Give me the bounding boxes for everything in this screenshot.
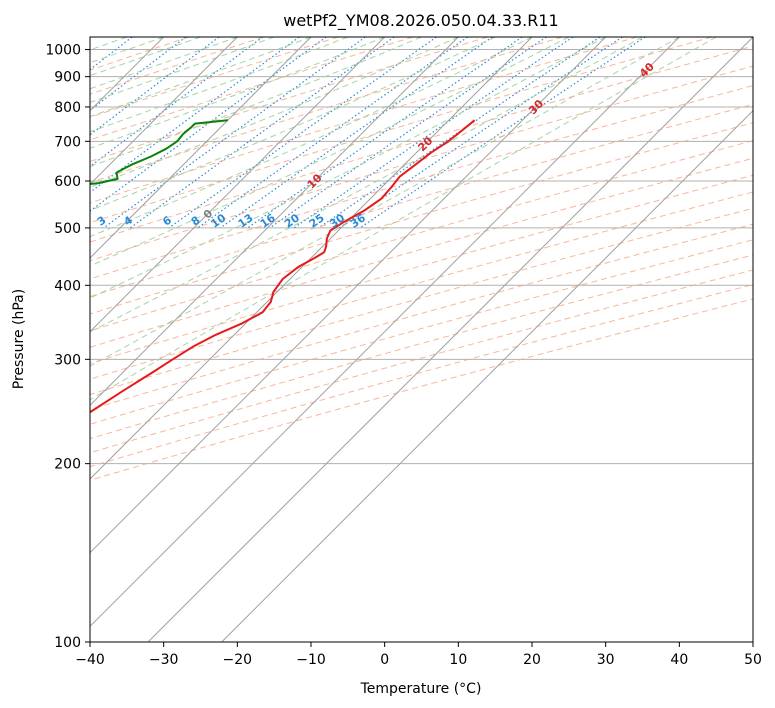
y-tick-label: 100 (54, 635, 81, 651)
x-axis: −40 −30 −20 −10 0 10 20 30 40 50 (75, 642, 762, 668)
y-tick-label: 600 (54, 174, 81, 190)
dry-adiabat (90, 65, 753, 262)
y-axis-title: Pressure (hPa) (11, 289, 27, 389)
isotherm-line (90, 37, 386, 333)
mixing-ratio-line (90, 37, 220, 136)
dry-adiabat (90, 140, 753, 332)
x-tick-label: 0 (380, 652, 389, 668)
isotherms (90, 37, 753, 642)
dry-adiabat (90, 84, 753, 280)
x-tick-label: 10 (449, 652, 467, 668)
isotherm-line (147, 37, 753, 642)
dry-adiabat (90, 37, 488, 163)
isotherm-line (90, 37, 459, 407)
dry-adiabat (90, 269, 753, 454)
isotherm-line (90, 37, 533, 480)
mixing-ratio-line (247, 37, 523, 229)
x-axis-title: Temperature (°C) (360, 681, 482, 697)
y-tick-label: 300 (54, 352, 81, 368)
dry-adiabat (90, 239, 753, 425)
y-tick-label: 1000 (45, 43, 81, 59)
y-tick-label: 800 (54, 100, 81, 116)
isotherm-line (90, 37, 680, 628)
x-tick-label: −30 (149, 652, 179, 668)
pressure-gridlines (90, 49, 753, 642)
dry-adiabat (90, 103, 753, 298)
moist-adiabat (90, 37, 422, 168)
temperature-trace (90, 119, 476, 414)
mixing-ratio-line (269, 37, 547, 229)
isotherm-line (90, 37, 238, 186)
y-tick-label: 400 (54, 278, 81, 294)
dry-adiabat (90, 37, 264, 95)
x-tick-label: 30 (597, 652, 615, 668)
x-tick-label: −20 (223, 652, 253, 668)
moist-adiabat (90, 37, 643, 333)
isotherm-line (221, 109, 753, 642)
plot-area: -100-90-80-70-60-50-40-30-20-10010203040… (90, 37, 753, 642)
x-tick-label: 20 (523, 652, 541, 668)
plot-frame (89, 36, 754, 643)
moist-adiabat (90, 37, 717, 401)
moist-adiabat (90, 37, 459, 188)
x-tick-label: −10 (296, 652, 326, 668)
dry-adiabat (90, 223, 753, 411)
isotherm-line (90, 37, 607, 554)
moist-adiabat (90, 37, 606, 299)
mixing-ratio-line (103, 37, 366, 229)
moist-adiabat (90, 37, 496, 211)
x-tick-label: −40 (75, 652, 105, 668)
x-tick-label: 40 (670, 652, 688, 668)
y-tick-label: 900 (54, 70, 81, 86)
y-axis: 100 200 300 400 500 600 700 800 900 1000 (45, 43, 90, 651)
mixing-ratio-line (168, 37, 437, 229)
x-tick-label: 50 (744, 652, 762, 668)
mixing-ratio-line (90, 37, 327, 212)
moist-adiabat (90, 37, 275, 103)
y-tick-label: 200 (54, 457, 81, 473)
mixing-ratio-line (338, 37, 623, 229)
isotherm-line (90, 37, 312, 259)
dry-adiabat (90, 122, 753, 315)
sounding-traces (90, 119, 476, 414)
y-tick-label: 700 (54, 134, 81, 150)
mixing-ratio-line (197, 37, 468, 229)
y-tick-label: 500 (54, 221, 81, 237)
moist-adiabat (90, 37, 570, 267)
dry-adiabat (90, 37, 638, 204)
dry-adiabat (90, 37, 414, 141)
chart-title: wetPf2_YM08.2026.050.04.33.R11 (283, 11, 558, 31)
